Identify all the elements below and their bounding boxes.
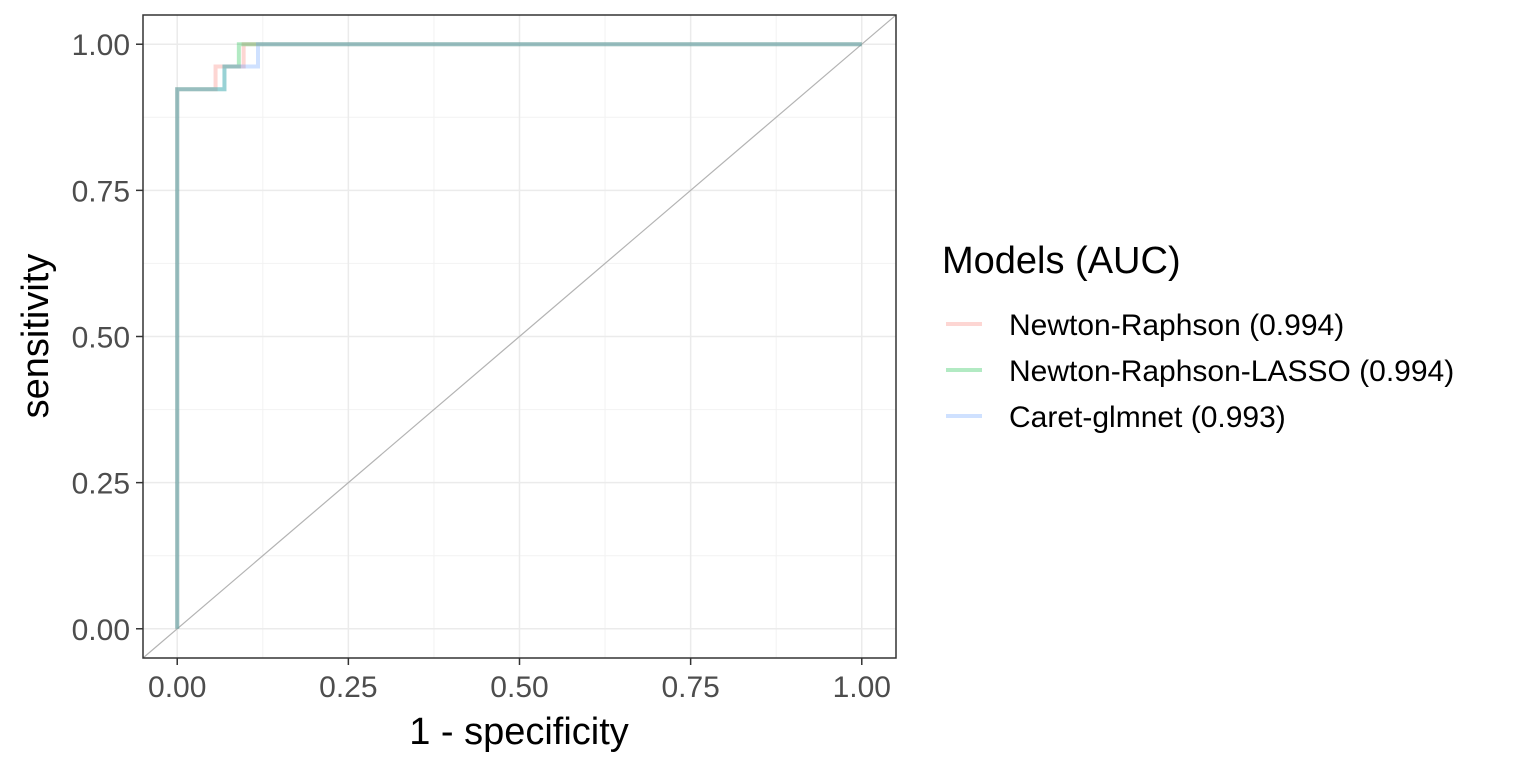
y-tick-label: 1.00 bbox=[72, 29, 130, 62]
legend-title: Models (AUC) bbox=[942, 240, 1181, 282]
x-axis-title: 1 - specificity bbox=[409, 711, 629, 753]
roc-line-series-3 bbox=[175, 42, 862, 629]
y-tick-label: 0.75 bbox=[72, 175, 130, 208]
legend-label-2: Newton-Raphson-LASSO (0.994) bbox=[1009, 355, 1454, 388]
x-axis-ticks: 0.00 0.25 0.50 0.75 1.00 bbox=[148, 658, 891, 704]
x-tick-label: 0.00 bbox=[148, 671, 206, 704]
x-tick-label: 0.75 bbox=[661, 671, 719, 704]
y-axis-ticks: 0.00 0.25 0.50 0.75 1.00 bbox=[72, 29, 143, 647]
y-tick-label: 0.50 bbox=[72, 322, 130, 355]
x-tick-label: 0.50 bbox=[490, 671, 548, 704]
roc-line-series-1 bbox=[175, 42, 862, 629]
y-tick-label: 0.25 bbox=[72, 468, 130, 501]
x-tick-label: 1.00 bbox=[833, 671, 891, 704]
y-axis-title: sensitivity bbox=[15, 254, 57, 419]
series-layer bbox=[175, 42, 862, 629]
legend-label-1: Newton-Raphson (0.994) bbox=[1009, 309, 1344, 342]
legend: Models (AUC) Newton-Raphson (0.994)Newto… bbox=[942, 240, 1454, 434]
reference-diagonal-line bbox=[142, 14, 897, 659]
y-tick-label: 0.00 bbox=[72, 614, 130, 647]
roc-line-series-2 bbox=[175, 42, 862, 629]
x-tick-label: 0.25 bbox=[319, 671, 377, 704]
legend-label-3: Caret-glmnet (0.993) bbox=[1009, 401, 1286, 434]
reference-line-layer bbox=[142, 14, 897, 659]
legend-items: Newton-Raphson (0.994) Newton-Raphson-LAS… bbox=[946, 309, 1454, 434]
